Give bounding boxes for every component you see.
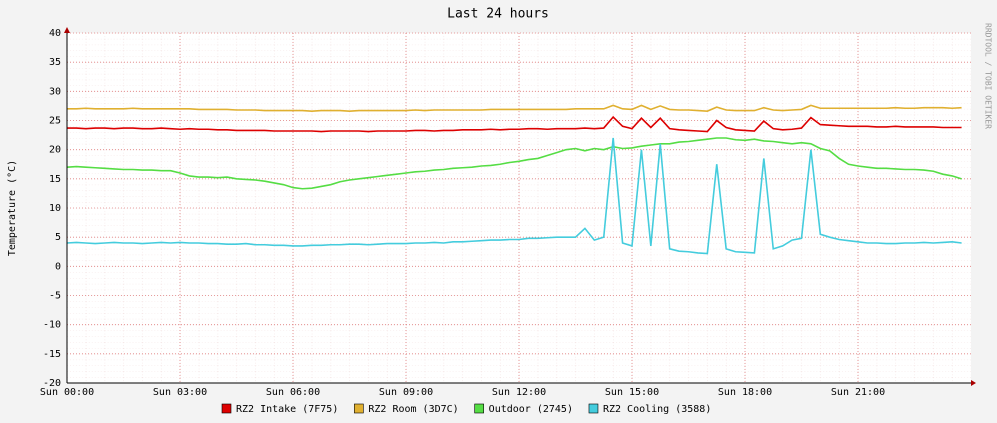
x-tick-label: Sun 00:00 <box>40 387 94 398</box>
side-label: RRDTOOL / TOBI OETIKER <box>984 23 993 129</box>
x-tick-label: Sun 06:00 <box>266 387 320 398</box>
y-tick-label: -20 <box>43 378 61 389</box>
x-tick-label: Sun 03:00 <box>153 387 207 398</box>
series-line <box>66 137 962 255</box>
x-tick-label: Sun 21:00 <box>831 387 885 398</box>
legend-label: RZ2 Room (3D7C) <box>368 404 458 415</box>
y-tick-label: 0 <box>55 261 61 272</box>
y-tick-label: 40 <box>49 28 61 39</box>
legend: RZ2 Intake (7F75) RZ2 Room (3D7C) Outdoor … <box>221 403 711 415</box>
y-axis-arrow <box>64 27 70 33</box>
y-tick-label: 25 <box>49 116 61 127</box>
grid <box>66 32 971 384</box>
legend-label: RZ2 Intake (7F75) <box>236 404 338 415</box>
y-tick-label: -10 <box>43 320 61 331</box>
y-tick-label: 5 <box>55 232 61 243</box>
series-lines <box>66 104 962 255</box>
x-tick-label: Sun 09:00 <box>379 387 433 398</box>
series-line <box>67 104 962 112</box>
y-tick-label: 20 <box>49 145 61 156</box>
y-tick-label: 15 <box>49 174 61 185</box>
legend-swatch <box>588 403 599 414</box>
legend-swatch <box>474 403 484 414</box>
y-axis-label: Temperature (°C) <box>7 160 18 256</box>
legend-swatch <box>221 403 232 414</box>
x-tick-label: Sun 15:00 <box>605 387 659 398</box>
x-axis-arrow <box>971 380 976 386</box>
series-line <box>67 115 962 133</box>
y-tick-label: -15 <box>43 349 61 360</box>
y-tick-label: 30 <box>49 86 61 97</box>
series-line <box>66 137 962 190</box>
y-tick-label: -5 <box>49 291 61 302</box>
chart-title: Last 24 hours <box>447 7 549 22</box>
legend-label: RZ2 Cooling (3588) <box>603 404 711 415</box>
y-tick-label: 10 <box>49 203 61 214</box>
legend-label: Outdoor (2745) <box>489 404 573 415</box>
y-tick-label: 35 <box>49 57 61 68</box>
x-tick-label: Sun 12:00 <box>492 387 546 398</box>
x-tick-label: Sun 18:00 <box>718 387 772 398</box>
legend-swatch <box>354 403 364 414</box>
